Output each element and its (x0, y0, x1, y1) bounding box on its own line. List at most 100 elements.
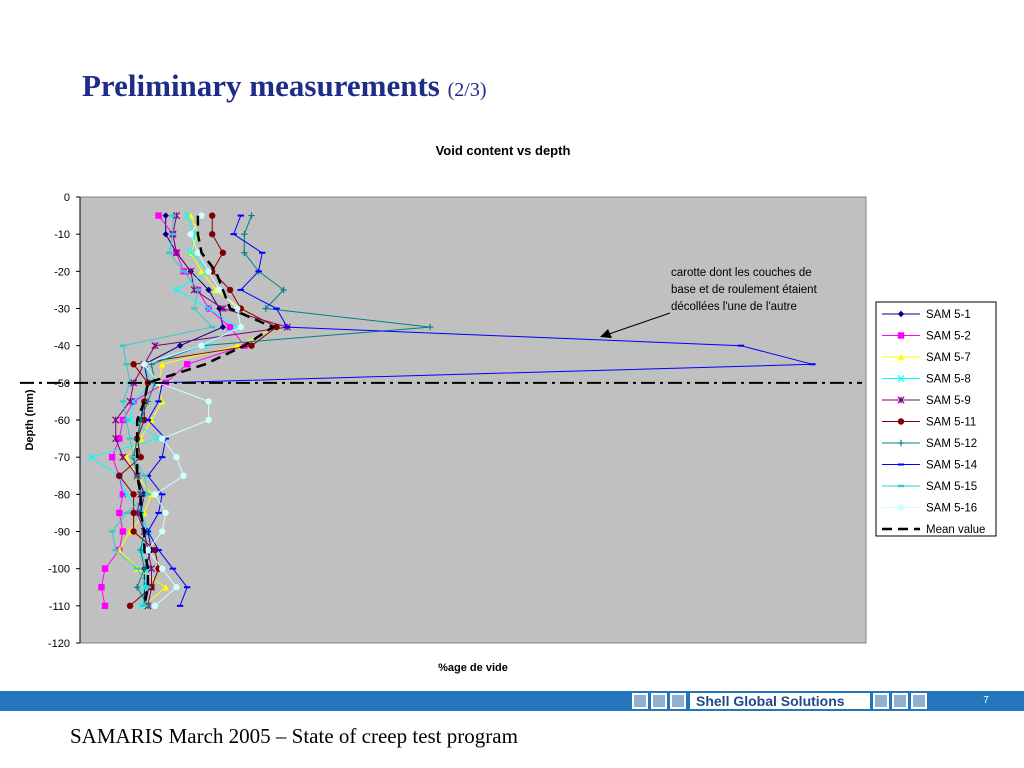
data-point (141, 604, 148, 608)
data-point (144, 546, 152, 554)
data-point (230, 233, 237, 236)
data-point (241, 249, 248, 256)
slide-title: Preliminary measurements (2/3) (82, 68, 487, 104)
footer-square (911, 693, 927, 709)
data-point (101, 565, 109, 572)
data-point (259, 251, 266, 254)
data-point (137, 602, 145, 610)
data-point (809, 363, 816, 366)
data-point (151, 602, 159, 610)
data-point (119, 400, 127, 403)
series-sam-5-7 (116, 212, 280, 610)
data-point (198, 212, 205, 219)
data-point (162, 230, 169, 238)
data-point (158, 398, 166, 405)
data-point (151, 491, 159, 498)
data-point (144, 530, 152, 533)
legend-label: SAM 5-1 (926, 309, 971, 321)
data-point (144, 398, 152, 405)
data-point (262, 305, 269, 312)
series-line (111, 215, 214, 606)
footer-square (651, 693, 667, 709)
data-point (208, 212, 216, 219)
legend-swatch-marker (897, 353, 905, 361)
data-point (144, 586, 152, 589)
y-tick-label: -90 (54, 527, 70, 539)
legend-label: SAM 5-7 (926, 352, 971, 364)
data-point (169, 232, 177, 236)
legend-swatch-marker (897, 396, 905, 404)
data-point (112, 434, 120, 443)
legend-swatch-marker (897, 310, 905, 318)
data-point (216, 286, 223, 294)
data-point (137, 453, 144, 461)
series-line (143, 215, 242, 607)
data-point (205, 268, 212, 275)
data-point (133, 584, 141, 591)
footer-bar (0, 691, 1024, 711)
series-sam-5-16 (141, 212, 244, 610)
data-point (241, 230, 248, 238)
legend-swatch-marker (897, 418, 905, 425)
y-axis-label: Depth (mm) (24, 389, 36, 450)
data-point (155, 511, 162, 514)
data-point (237, 214, 244, 217)
page-number: 7 (983, 695, 989, 706)
data-point (208, 325, 216, 329)
data-point (183, 586, 191, 589)
data-point (137, 416, 144, 424)
data-point (126, 602, 134, 610)
y-tick-label: -40 (54, 341, 70, 353)
data-point (237, 288, 244, 291)
data-point (158, 528, 166, 535)
series-line (133, 215, 431, 607)
annotation-line-2: base et de roulement étaient (671, 284, 818, 296)
legend-label: SAM 5-16 (926, 503, 977, 515)
series-line (115, 215, 288, 606)
data-point (198, 268, 205, 275)
data-point (176, 604, 184, 607)
data-point (273, 323, 280, 331)
data-point (237, 323, 244, 331)
legend-label: SAM 5-9 (926, 395, 971, 407)
data-point (112, 548, 119, 552)
legend-item: Mean value (882, 524, 985, 536)
y-tick-label: 0 (64, 192, 70, 204)
data-point (130, 455, 137, 459)
footer-square (892, 693, 908, 709)
data-point (144, 419, 152, 421)
data-point (280, 286, 287, 294)
data-point (108, 453, 116, 461)
series-layer (87, 211, 816, 610)
data-point (112, 416, 120, 424)
data-point (158, 435, 166, 442)
data-point (255, 270, 262, 273)
data-point (173, 584, 180, 591)
y-tick-label: -120 (48, 638, 70, 650)
y-tick-label: -100 (48, 564, 70, 576)
series-line (118, 215, 278, 607)
data-point (162, 509, 169, 517)
data-point (130, 491, 137, 498)
legend-label: SAM 5-15 (926, 481, 977, 493)
data-point (123, 418, 130, 422)
slide-title-suffix: (2/3) (447, 79, 487, 101)
data-point (205, 398, 212, 405)
footer-square (632, 693, 648, 709)
data-point (180, 270, 187, 273)
legend-item: SAM 5-11 (882, 417, 976, 429)
legend-item: SAM 5-8 (882, 374, 971, 386)
legend-swatch-marker (897, 463, 905, 466)
data-point (284, 326, 291, 329)
data-point (205, 286, 212, 294)
y-tick-label: -80 (54, 489, 70, 501)
data-point (248, 212, 255, 219)
data-point (141, 474, 148, 477)
data-point (119, 344, 127, 347)
legend-item: SAM 5-12 (882, 438, 977, 450)
y-tick-label: -110 (49, 601, 70, 613)
plot-area (79, 196, 867, 644)
x-axis-label: %age de vide (438, 662, 508, 674)
data-point (226, 323, 234, 331)
series-sam-5-14 (144, 214, 816, 607)
